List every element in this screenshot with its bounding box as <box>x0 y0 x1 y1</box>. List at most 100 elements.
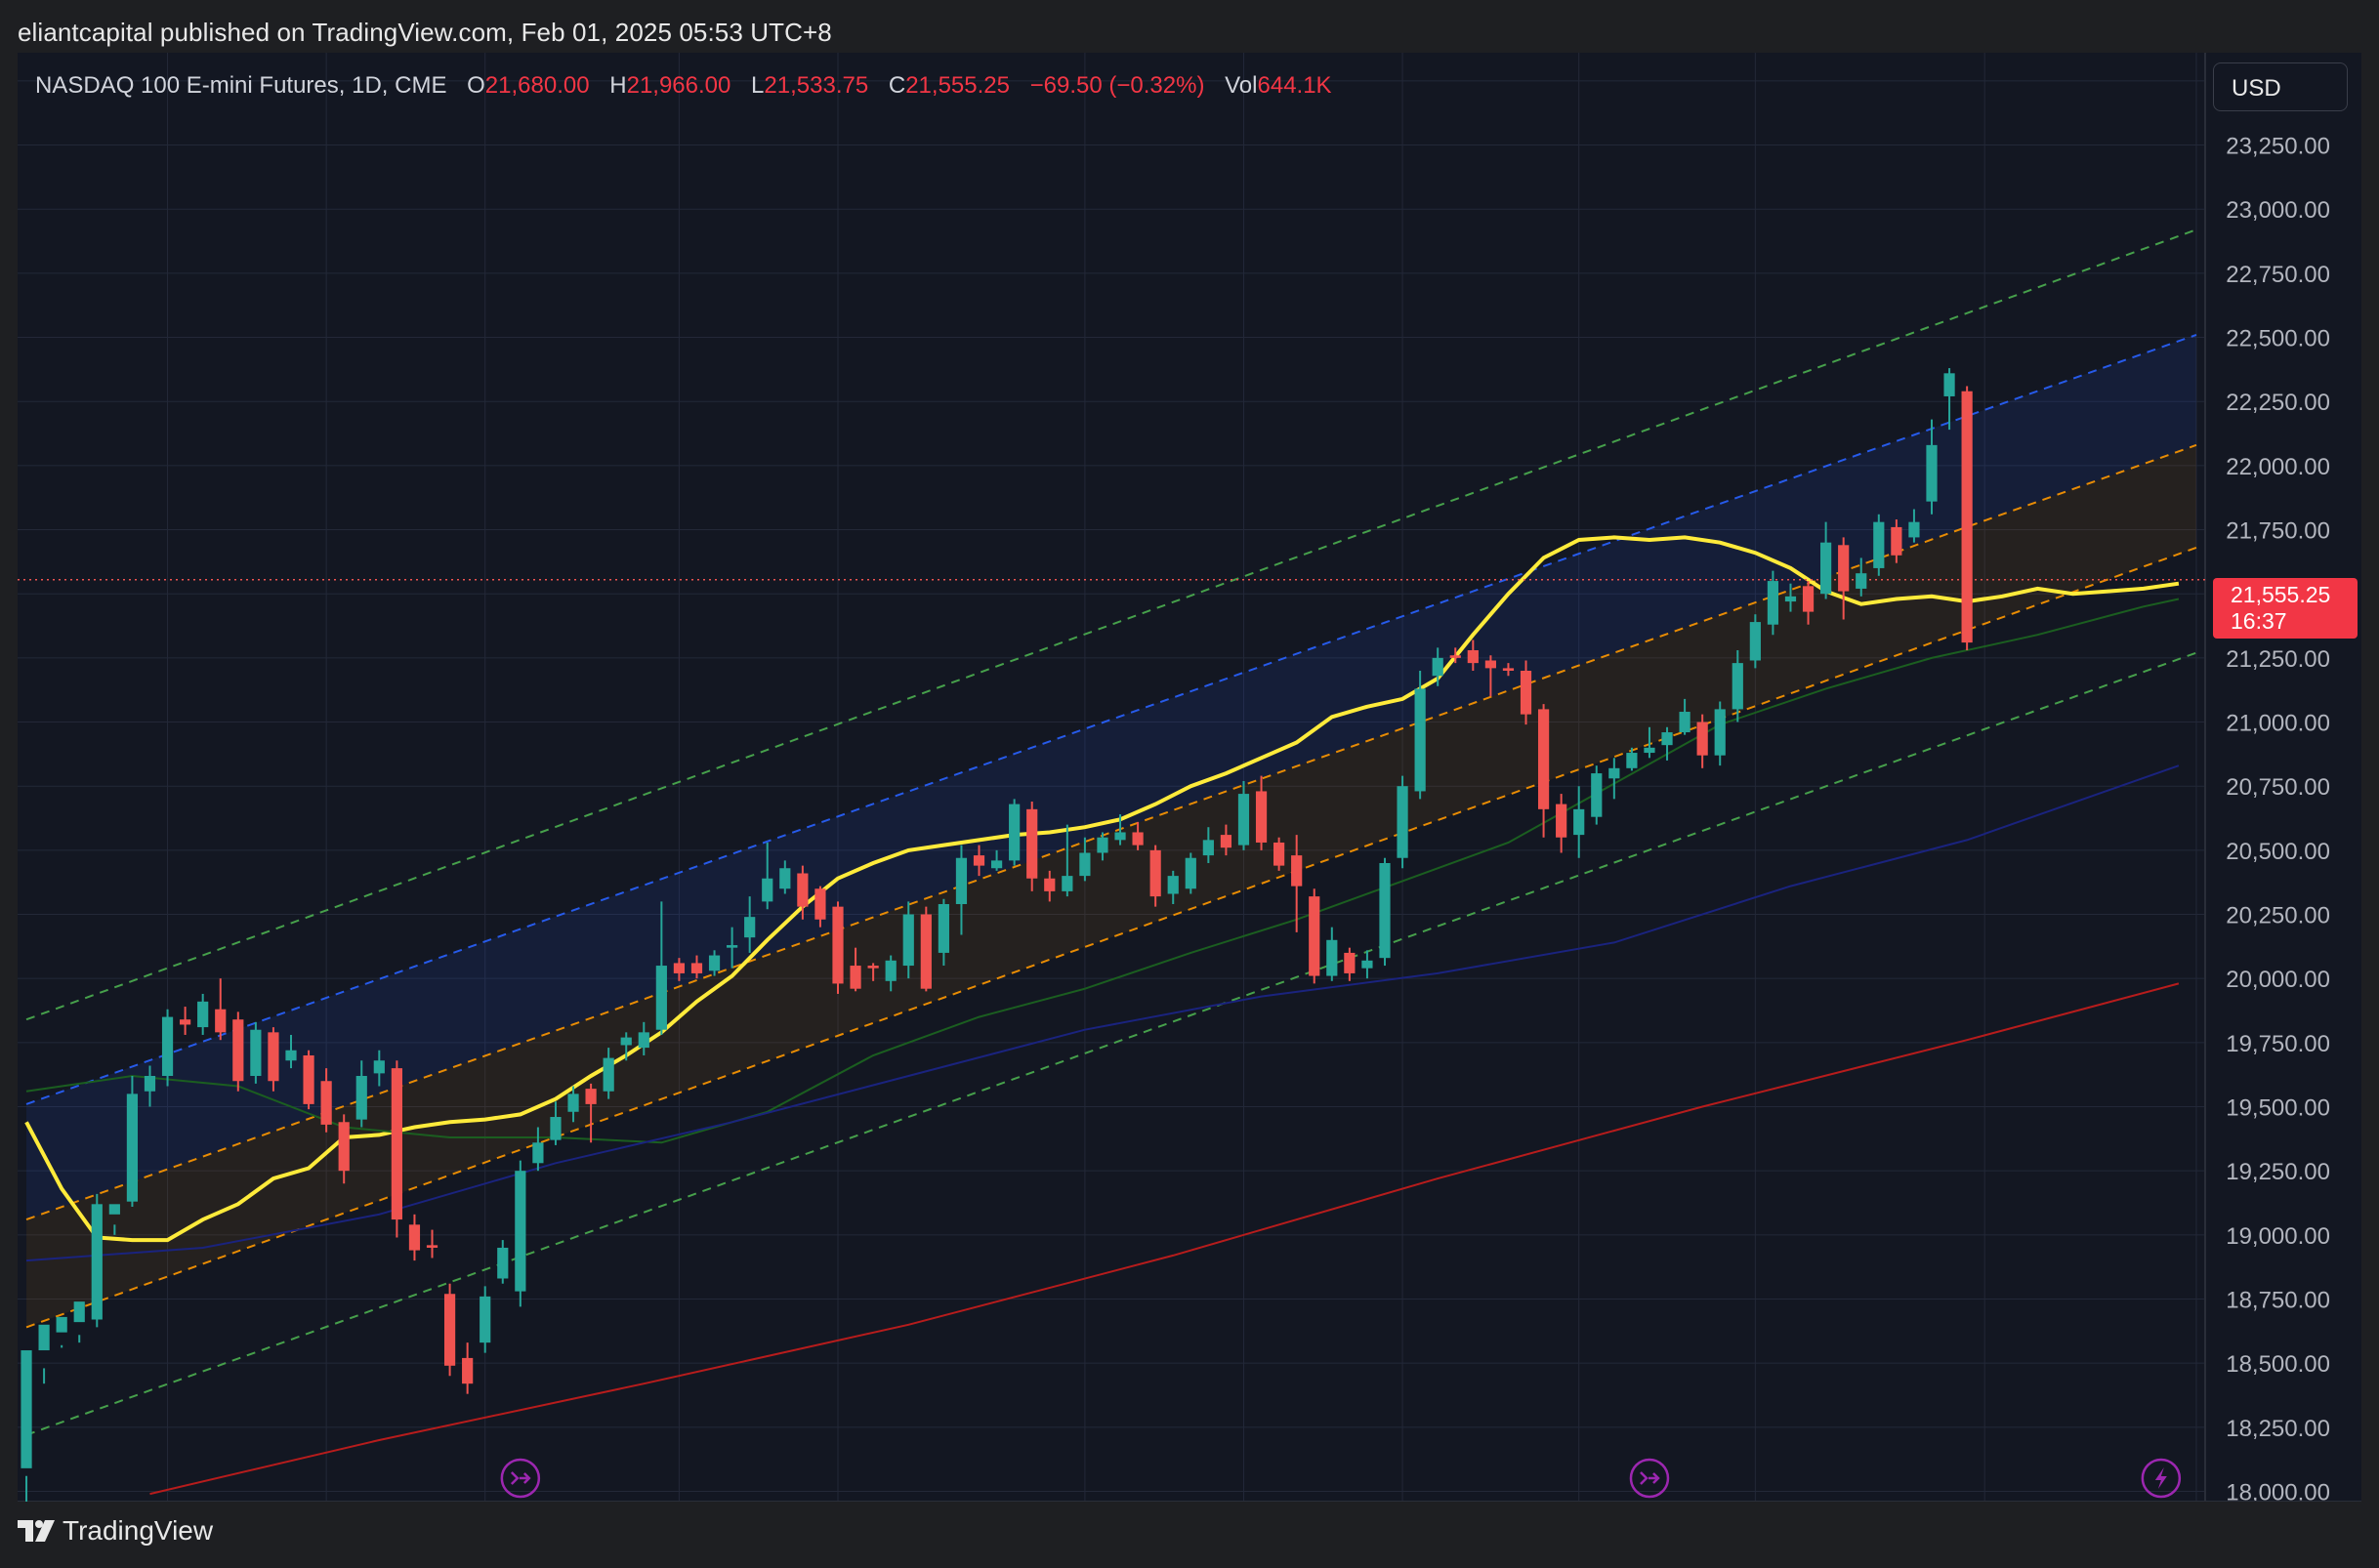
candle-body <box>1432 657 1443 677</box>
candle-body <box>1961 391 1973 643</box>
candle-body <box>161 1016 174 1076</box>
dividend-forward-icon <box>1629 1458 1670 1499</box>
candle-body <box>850 966 861 989</box>
candle-body <box>480 1296 491 1343</box>
candle-body <box>1414 688 1426 792</box>
candle-body <box>1520 670 1532 715</box>
low-label: L <box>751 72 765 99</box>
candle-body <box>708 955 721 971</box>
candle-body <box>797 873 809 907</box>
candle-body <box>391 1068 402 1220</box>
candle-body <box>1062 876 1073 891</box>
candle-body <box>867 966 879 969</box>
candle-body <box>180 1019 191 1025</box>
candle-body <box>1237 794 1250 846</box>
candle-body <box>515 1171 526 1292</box>
publisher-line: eliantcapital published on TradingView.c… <box>18 18 832 47</box>
open-label: O <box>467 72 485 99</box>
y-tick-label: 18,500.00 <box>2226 1351 2330 1378</box>
candle-body <box>1026 808 1038 879</box>
candle-body <box>1943 373 1955 396</box>
candle-body <box>1908 521 1920 538</box>
candle-body <box>250 1029 262 1076</box>
candle-body <box>462 1357 474 1384</box>
candle-body <box>1009 804 1021 861</box>
candle-body <box>1661 732 1673 746</box>
candle-body <box>814 888 826 920</box>
candle-body <box>1326 939 1338 976</box>
y-tick-label: 19,500.00 <box>2226 1095 2330 1122</box>
y-tick-label: 23,250.00 <box>2226 134 2330 160</box>
candle-body <box>126 1093 139 1202</box>
candle-body <box>744 917 756 938</box>
chart-area[interactable]: 18,000.00 18,250.00 18,500.00 18,750.00 19,0… <box>18 53 2361 1502</box>
candle-body <box>426 1245 438 1248</box>
lightning-glyph <box>2154 1467 2167 1489</box>
candle-body <box>1556 804 1567 838</box>
candle-body <box>973 855 985 866</box>
candle-body <box>73 1301 85 1323</box>
candle-body <box>338 1122 350 1172</box>
candle-body <box>1220 835 1232 848</box>
candle-body <box>885 960 897 981</box>
candle-body <box>1097 837 1108 853</box>
y-tick-label: 20,250.00 <box>2226 903 2330 929</box>
dividend-forward-icon <box>500 1458 541 1499</box>
dividend-glyph <box>1640 1471 1660 1485</box>
y-tick-label: 19,000.00 <box>2226 1223 2330 1250</box>
candle-body <box>303 1054 314 1104</box>
candle-body <box>144 1075 156 1092</box>
candle-body <box>1608 767 1620 779</box>
candlestick-chart[interactable]: 18,000.00 18,250.00 18,500.00 18,750.00 19,0… <box>18 53 2361 1502</box>
close-value: 21,555.25 <box>905 72 1010 99</box>
change-value: −69.50 (−0.32%) <box>1029 72 1205 99</box>
y-tick-label: 20,000.00 <box>2226 967 2330 993</box>
candle-body <box>638 1032 649 1049</box>
candle-body <box>1255 791 1268 843</box>
candle-body <box>532 1142 544 1164</box>
candle-body <box>1167 876 1179 894</box>
close-label: C <box>888 72 906 99</box>
candle-body <box>690 963 703 973</box>
candle-body <box>1397 786 1408 858</box>
tradingview-logo[interactable]: TradingView <box>18 1515 213 1547</box>
candle-body <box>1132 832 1144 846</box>
symbol-label: NASDAQ 100 E-mini Futures, 1D, CME <box>35 72 447 99</box>
last-price-tag: 21,555.25 16:37 <box>2213 578 2358 639</box>
channel-line <box>25 651 2197 1436</box>
high-label: H <box>609 72 627 99</box>
lightning-icon <box>2141 1458 2182 1499</box>
candle-body <box>1820 542 1832 595</box>
candle-body <box>197 1001 209 1028</box>
candle-body <box>1873 521 1885 568</box>
candle-body <box>108 1204 120 1215</box>
candle-body <box>1591 773 1603 817</box>
open-value: 21,680.00 <box>484 72 590 99</box>
high-value: 21,966.00 <box>626 72 731 99</box>
tradingview-logo-icon <box>18 1520 55 1542</box>
candle-body <box>1714 709 1726 756</box>
ohlc-legend: NASDAQ 100 E-mini Futures, 1D, CME O21,6… <box>35 72 1332 100</box>
candle-body <box>1626 753 1638 768</box>
candle-body <box>1467 649 1479 664</box>
candle-body <box>938 904 949 953</box>
candle-body <box>21 1350 32 1468</box>
candle-body <box>832 906 844 984</box>
candle-body <box>1838 545 1850 592</box>
candle-body <box>1749 622 1761 661</box>
y-tick-label: 22,500.00 <box>2226 326 2330 352</box>
candle-body <box>320 1081 332 1125</box>
candle-body <box>1044 878 1056 891</box>
candle-body <box>497 1247 509 1279</box>
moving-average-line <box>25 764 2180 1262</box>
y-tick-label: 20,500.00 <box>2226 839 2330 865</box>
candle-body <box>779 868 791 889</box>
volume-value: 644.1K <box>1257 72 1332 99</box>
candle-body <box>567 1093 579 1112</box>
y-tick-label: 22,750.00 <box>2226 262 2330 288</box>
candle-body <box>1185 857 1196 889</box>
candle-body <box>1202 840 1214 856</box>
currency-button[interactable]: USD <box>2213 62 2348 111</box>
candle-body <box>1696 722 1708 756</box>
